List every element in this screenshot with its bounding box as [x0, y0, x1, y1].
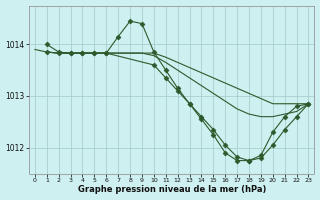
- X-axis label: Graphe pression niveau de la mer (hPa): Graphe pression niveau de la mer (hPa): [77, 185, 266, 194]
